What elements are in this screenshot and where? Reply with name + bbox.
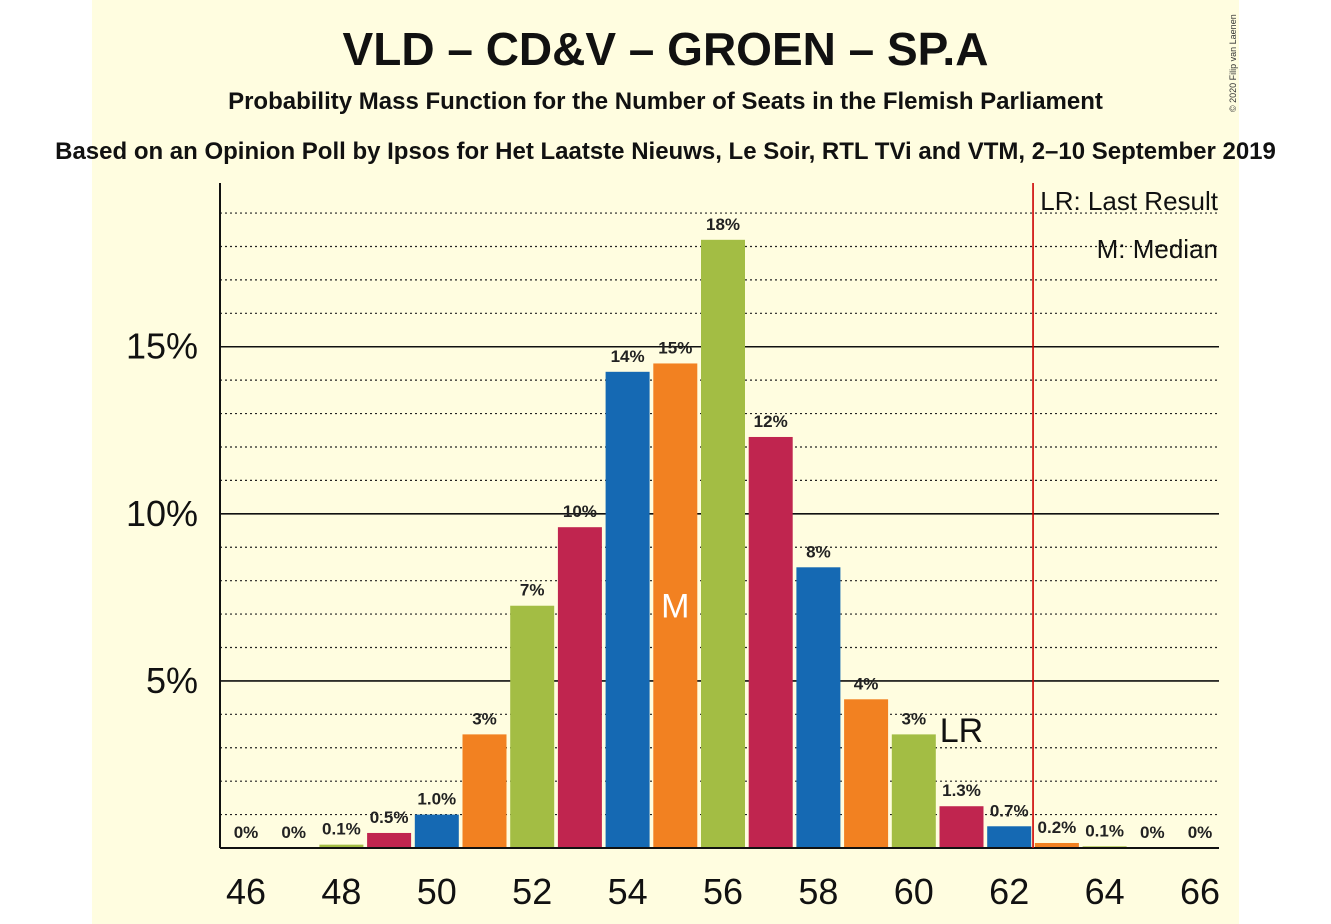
data-label: 0.7%	[990, 801, 1029, 820]
bar-seat-53	[557, 527, 602, 848]
bar-seat-54	[605, 371, 650, 848]
x-tick-label: 50	[417, 871, 457, 912]
bar-seat-63	[1034, 842, 1079, 848]
bar-seat-50	[414, 814, 459, 848]
bar-seat-60	[891, 734, 936, 848]
bar-seat-62	[987, 826, 1032, 848]
x-tick-label: 62	[989, 871, 1029, 912]
last-result-marker: LR	[940, 712, 983, 750]
chart-subtitle: Probability Mass Function for the Number…	[228, 88, 1103, 115]
data-label: 0.2%	[1038, 818, 1077, 837]
bar-seat-55	[653, 363, 698, 848]
chart-title: VLD – CD&V – GROEN – SP.A	[342, 23, 989, 75]
data-label: 0.1%	[322, 820, 361, 839]
y-tick-label: 10%	[126, 493, 198, 534]
x-tick-label: 58	[798, 871, 838, 912]
median-marker: M	[661, 588, 689, 626]
data-label: 7%	[520, 581, 545, 600]
data-label: 12%	[754, 412, 788, 431]
x-tick-label: 56	[703, 871, 743, 912]
data-label: 0%	[1140, 823, 1165, 842]
x-tick-label: 54	[608, 871, 648, 912]
y-tick-label: 5%	[146, 660, 198, 701]
bar-seat-59	[844, 699, 889, 848]
chart-source: Based on an Opinion Poll by Ipsos for He…	[55, 138, 1276, 165]
data-label: 8%	[806, 542, 831, 561]
data-label: 0%	[281, 823, 306, 842]
data-label: 1.0%	[417, 790, 456, 809]
legend-last-result: LR: Last Result	[1040, 186, 1219, 216]
x-tick-label: 60	[894, 871, 934, 912]
data-label: 18%	[706, 215, 740, 234]
data-label: 3%	[902, 709, 927, 728]
data-label: 0.1%	[1085, 821, 1124, 840]
y-tick-label: 15%	[126, 326, 198, 367]
x-tick-label: 64	[1085, 871, 1125, 912]
data-label: 4%	[854, 674, 879, 693]
data-label: 14%	[611, 347, 645, 366]
bar-seat-61	[939, 806, 984, 848]
data-label: 15%	[658, 338, 692, 357]
x-tick-label: 46	[226, 871, 266, 912]
data-label: 0%	[1188, 823, 1213, 842]
data-label: 0.5%	[370, 808, 409, 827]
data-label: 1.3%	[942, 781, 981, 800]
legend-median: M: Median	[1097, 234, 1218, 264]
bar-seat-52	[510, 605, 555, 848]
bar-seat-58	[796, 567, 841, 848]
bar-seat-48	[319, 844, 364, 848]
bar-seat-51	[462, 734, 507, 848]
data-label: 0%	[234, 823, 259, 842]
x-tick-label: 48	[321, 871, 361, 912]
x-tick-label: 52	[512, 871, 552, 912]
bar-seat-57	[748, 436, 793, 848]
data-label: 3%	[472, 709, 497, 728]
x-tick-label: 66	[1180, 871, 1220, 912]
bar-seat-56	[701, 239, 745, 848]
data-label: 10%	[563, 502, 597, 521]
bar-seat-49	[367, 832, 412, 848]
